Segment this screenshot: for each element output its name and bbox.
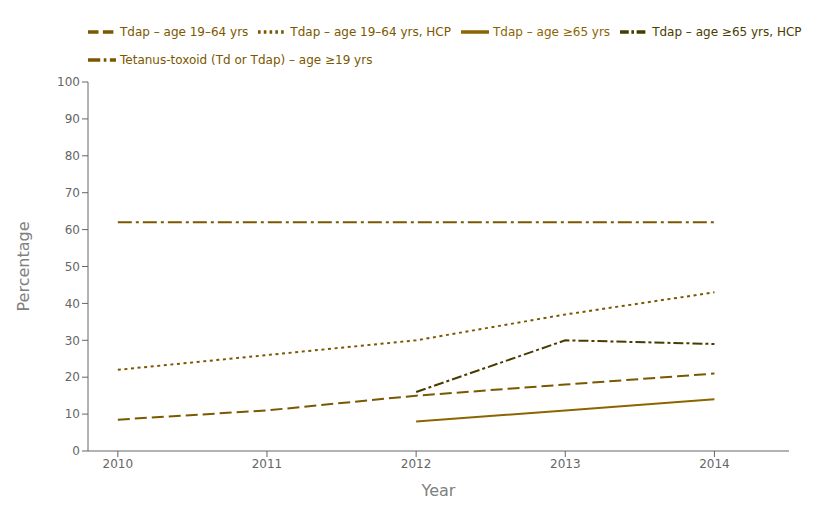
svg-text:Year: Year (421, 481, 456, 500)
svg-text:30: 30 (65, 334, 80, 348)
svg-text:50: 50 (65, 260, 80, 274)
svg-text:2014: 2014 (699, 457, 730, 471)
svg-text:70: 70 (65, 186, 80, 200)
html-text:Tdap – age ≥65 yrs, HCP: Tdap – age ≥65 yrs, HCP (652, 24, 802, 39)
svg-text:60: 60 (65, 223, 80, 237)
html-text:Tdap – age 19–64 yrs: Tdap – age 19–64 yrs (120, 24, 249, 39)
svg-text:2012: 2012 (401, 457, 432, 471)
svg-text:0: 0 (72, 444, 80, 458)
svg-text:100: 100 (57, 75, 80, 89)
svg-text:80: 80 (65, 149, 80, 163)
svg-text:90: 90 (65, 112, 80, 126)
svg-text:20: 20 (65, 370, 80, 384)
svg-text:2013: 2013 (550, 457, 581, 471)
html-text:Tdap – age 19–64 yrs, HCP: Tdap – age 19–64 yrs, HCP (290, 24, 451, 39)
svg-text:40: 40 (65, 297, 80, 311)
html-text:Tetanus-toxoid (Td or Tdap) –: Tetanus-toxoid (Td or Tdap) – age ≥19 yr… (120, 52, 373, 67)
svg-text:Percentage: Percentage (14, 221, 33, 311)
html-text:Tdap – age ≥65 yrs: Tdap – age ≥65 yrs (493, 24, 611, 39)
svg-text:2011: 2011 (252, 457, 283, 471)
svg-text:10: 10 (65, 407, 80, 421)
svg-text:2010: 2010 (103, 457, 134, 471)
